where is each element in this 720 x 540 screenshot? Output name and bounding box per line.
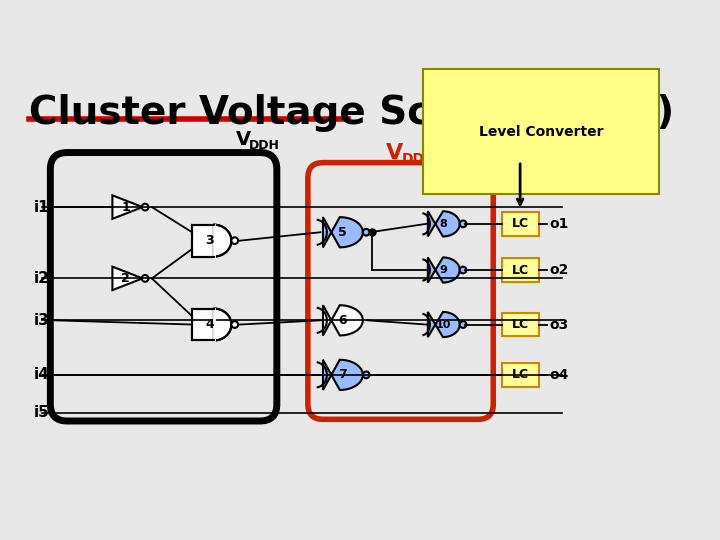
Text: 7: 7	[338, 368, 346, 381]
Polygon shape	[428, 258, 459, 282]
Polygon shape	[323, 217, 363, 247]
Text: 1: 1	[122, 200, 130, 214]
Text: $\mathbf{V}$: $\mathbf{V}$	[235, 131, 252, 150]
FancyBboxPatch shape	[502, 313, 539, 336]
Text: 6: 6	[338, 314, 346, 327]
Text: i3: i3	[34, 313, 49, 328]
Circle shape	[459, 321, 467, 328]
Circle shape	[142, 204, 148, 211]
Circle shape	[459, 220, 467, 227]
Text: o1: o1	[549, 217, 569, 231]
Polygon shape	[214, 225, 231, 256]
Circle shape	[231, 321, 238, 328]
Text: 2: 2	[122, 272, 130, 285]
Circle shape	[459, 267, 467, 273]
Text: DDH: DDH	[249, 139, 279, 152]
Circle shape	[363, 229, 369, 235]
Text: 10: 10	[436, 320, 451, 329]
Text: 5: 5	[338, 226, 346, 239]
Text: 8: 8	[439, 219, 447, 229]
Text: 3: 3	[205, 234, 214, 247]
Text: LC: LC	[511, 368, 528, 381]
Text: Level Converter: Level Converter	[479, 125, 603, 139]
Text: 4: 4	[205, 318, 214, 331]
FancyBboxPatch shape	[502, 212, 539, 235]
Text: $\mathbf{V}$: $\mathbf{V}$	[384, 143, 404, 163]
Polygon shape	[323, 360, 363, 390]
Text: o3: o3	[549, 318, 569, 332]
Text: LC: LC	[511, 318, 528, 331]
Bar	[192, 225, 214, 256]
FancyBboxPatch shape	[502, 258, 539, 282]
Circle shape	[363, 372, 369, 378]
Text: i4: i4	[34, 367, 49, 382]
Text: i2: i2	[34, 271, 50, 286]
Text: LC: LC	[511, 264, 528, 276]
Text: DDL: DDL	[402, 152, 433, 166]
Polygon shape	[323, 305, 363, 335]
Circle shape	[231, 237, 238, 244]
Text: 9: 9	[439, 265, 447, 275]
Polygon shape	[428, 211, 459, 237]
Bar	[192, 308, 214, 340]
Polygon shape	[112, 267, 143, 290]
FancyBboxPatch shape	[502, 363, 539, 387]
Text: o2: o2	[549, 263, 569, 277]
Circle shape	[142, 275, 148, 282]
Polygon shape	[214, 308, 231, 340]
Text: Cluster Voltage Scaling (CVS): Cluster Voltage Scaling (CVS)	[30, 94, 675, 132]
Text: i5: i5	[34, 405, 49, 420]
Polygon shape	[428, 312, 459, 337]
Text: LC: LC	[511, 218, 528, 231]
Text: o4: o4	[549, 368, 569, 382]
Text: i1: i1	[34, 200, 49, 214]
Polygon shape	[112, 195, 143, 219]
